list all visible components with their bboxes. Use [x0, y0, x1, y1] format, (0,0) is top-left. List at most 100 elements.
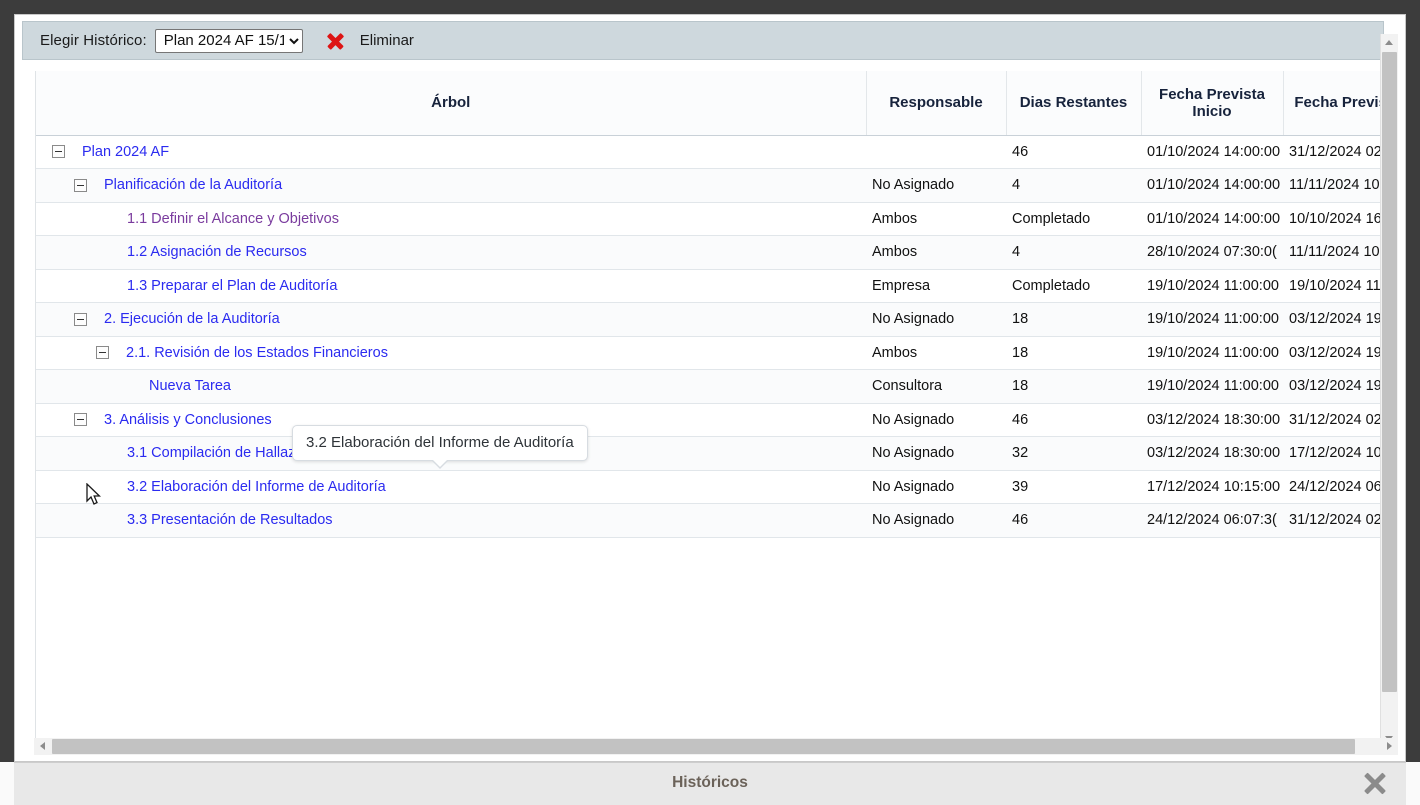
cell-arbol[interactable]: 2. Ejecución de la Auditoría — [36, 302, 866, 337]
table-row[interactable]: Nueva Tarea Consultora 18 19/10/2024 11:00:… — [36, 369, 1398, 404]
cell-fecha-prevista-fin[interactable]: 03/12/2024 19:30: — [1283, 369, 1398, 404]
cell-responsable[interactable]: Consultora — [866, 369, 1006, 404]
cell-arbol[interactable]: 1.3 Preparar el Plan de Auditoría — [36, 269, 866, 303]
tree-collapse-toggle-icon[interactable] — [52, 145, 65, 159]
cell-arbol[interactable]: Plan 2024 AF — [36, 135, 866, 169]
tree-node-label[interactable]: 1.3 Preparar el Plan de Auditoría — [127, 277, 338, 294]
cell-dias-restantes[interactable]: 4 — [1006, 168, 1141, 203]
scroll-right-arrow-icon[interactable] — [1381, 738, 1398, 755]
cell-responsable[interactable]: No Asignado — [866, 302, 1006, 337]
tree-node-label[interactable]: 3.3 Presentación de Resultados — [127, 512, 333, 529]
tree-node-label[interactable]: 2. Ejecución de la Auditoría — [104, 311, 280, 328]
tree-node-label[interactable]: 1.2 Asignación de Recursos — [127, 244, 307, 261]
cell-arbol[interactable]: 3.2 Elaboración del Informe de Auditoría — [36, 470, 866, 504]
table-row[interactable]: 1.2 Asignación de Recursos Ambos 4 28/10/20… — [36, 235, 1398, 270]
cell-arbol[interactable]: 1.2 Asignación de Recursos — [36, 235, 866, 270]
table-row[interactable]: Plan 2024 AF 46 01/10/2024 14:00:00 31/12/2… — [36, 135, 1398, 169]
tree-grid-viewport[interactable]: Árbol Responsable Dias Restantes Fecha P… — [35, 71, 1398, 746]
cell-arbol[interactable]: 3.3 Presentación de Resultados — [36, 503, 866, 538]
cell-responsable[interactable]: No Asignado — [866, 470, 1006, 504]
cell-dias-restantes[interactable]: 32 — [1006, 436, 1141, 471]
cell-dias-restantes[interactable]: 18 — [1006, 302, 1141, 337]
tree-collapse-toggle-icon[interactable] — [96, 346, 109, 360]
cell-responsable[interactable]: No Asignado — [866, 503, 1006, 538]
column-header-dias-restantes[interactable]: Dias Restantes — [1006, 71, 1142, 136]
cell-fecha-prevista-inicio[interactable]: 19/10/2024 11:00:00 — [1141, 302, 1283, 337]
cell-fecha-prevista-fin[interactable]: 10/10/2024 16:30: — [1283, 202, 1398, 236]
cell-responsable[interactable]: Ambos — [866, 336, 1006, 370]
cell-fecha-prevista-fin[interactable]: 31/12/2024 02:00: — [1283, 403, 1398, 437]
cell-dias-restantes[interactable]: 46 — [1006, 403, 1141, 437]
close-icon[interactable] — [1362, 771, 1388, 797]
cell-arbol[interactable]: Planificación de la Auditoría — [36, 168, 866, 203]
cell-fecha-prevista-inicio[interactable]: 19/10/2024 11:00:00 — [1141, 369, 1283, 404]
table-row[interactable]: 3.2 Elaboración del Informe de Auditoría… — [36, 470, 1398, 504]
historico-select[interactable]: Plan 2024 AF 15/11/ — [154, 28, 303, 53]
cell-fecha-prevista-inicio[interactable]: 17/12/2024 10:15:00 — [1141, 470, 1283, 504]
cell-arbol[interactable]: 1.1 Definir el Alcance y Objetivos — [36, 202, 866, 236]
vertical-scrollbar-thumb[interactable] — [1382, 52, 1397, 692]
table-row[interactable]: 3. Análisis y Conclusiones No Asignado 46 0… — [36, 403, 1398, 437]
cell-fecha-prevista-fin[interactable]: 03/12/2024 19:30: — [1283, 302, 1398, 337]
tree-node-label[interactable]: 3.2 Elaboración del Informe de Auditoría — [127, 478, 386, 495]
horizontal-scrollbar-thumb[interactable] — [52, 739, 1355, 754]
table-row[interactable]: Planificación de la Auditoría No Asignado… — [36, 168, 1398, 203]
table-row[interactable]: 1.1 Definir el Alcance y Objetivos Ambos C… — [36, 202, 1398, 236]
cell-fecha-prevista-inicio[interactable]: 19/10/2024 11:00:00 — [1141, 269, 1283, 303]
cell-fecha-prevista-inicio[interactable]: 03/12/2024 18:30:00 — [1141, 436, 1283, 471]
horizontal-scrollbar[interactable] — [34, 738, 1398, 755]
cell-fecha-prevista-inicio[interactable]: 01/10/2024 14:00:00 — [1141, 135, 1283, 169]
cell-fecha-prevista-fin[interactable]: 31/12/2024 02:00: — [1283, 503, 1398, 538]
cell-fecha-prevista-inicio[interactable]: 28/10/2024 07:30:0( — [1141, 235, 1283, 270]
column-header-fecha-prevista-inicio[interactable]: Fecha Prevista Inicio — [1141, 71, 1284, 136]
cell-fecha-prevista-fin[interactable]: 17/12/2024 10:15:0 — [1283, 436, 1398, 471]
tree-node-label[interactable]: Plan 2024 AF — [82, 143, 170, 160]
tree-collapse-toggle-icon[interactable] — [74, 413, 87, 427]
eliminar-label[interactable]: Eliminar — [359, 32, 414, 49]
tree-collapse-toggle-icon[interactable] — [74, 312, 87, 326]
tree-node-label[interactable]: 3.1 Compilación de Hallazgos — [127, 445, 319, 462]
cell-dias-restantes[interactable]: Completado — [1006, 269, 1141, 303]
cell-responsable[interactable]: No Asignado — [866, 436, 1006, 471]
cell-fecha-prevista-fin[interactable]: 19/10/2024 11:00:C — [1283, 269, 1398, 303]
cell-dias-restantes[interactable]: 4 — [1006, 235, 1141, 270]
cell-dias-restantes[interactable]: 18 — [1006, 336, 1141, 370]
cell-responsable[interactable]: Ambos — [866, 202, 1006, 236]
cell-fecha-prevista-inicio[interactable]: 01/10/2024 14:00:00 — [1141, 202, 1283, 236]
tree-node-label[interactable]: Nueva Tarea — [149, 378, 231, 395]
scroll-up-arrow-icon[interactable] — [1381, 34, 1398, 51]
cell-fecha-prevista-inicio[interactable]: 03/12/2024 18:30:00 — [1141, 403, 1283, 437]
column-header-responsable[interactable]: Responsable — [866, 71, 1007, 136]
cell-arbol[interactable]: Nueva Tarea — [36, 369, 866, 404]
cell-fecha-prevista-fin[interactable]: 11/11/2024 10:00:0 — [1283, 235, 1398, 270]
tree-node-label[interactable]: 3. Análisis y Conclusiones — [104, 411, 272, 428]
tree-node-label[interactable]: 2.1. Revisión de los Estados Financieros — [126, 344, 388, 361]
tree-node-label[interactable]: 1.1 Definir el Alcance y Objetivos — [127, 210, 339, 227]
delete-x-icon[interactable] — [325, 31, 345, 51]
cell-dias-restantes[interactable]: 39 — [1006, 470, 1141, 504]
cell-dias-restantes[interactable]: Completado — [1006, 202, 1141, 236]
cell-responsable[interactable]: Ambos — [866, 235, 1006, 270]
cell-responsable[interactable]: No Asignado — [866, 168, 1006, 203]
cell-fecha-prevista-fin[interactable]: 24/12/2024 06:07 — [1283, 470, 1398, 504]
cell-responsable[interactable]: Empresa — [866, 269, 1006, 303]
table-row[interactable]: 2. Ejecución de la Auditoría No Asignado 1… — [36, 302, 1398, 337]
cell-dias-restantes[interactable]: 46 — [1006, 503, 1141, 538]
cell-fecha-prevista-inicio[interactable]: 19/10/2024 11:00:00 — [1141, 336, 1283, 370]
table-row[interactable]: 3.1 Compilación de Hallazgos No Asignado 3… — [36, 436, 1398, 471]
tree-collapse-toggle-icon[interactable] — [74, 178, 87, 192]
table-row[interactable]: 1.3 Preparar el Plan de Auditoría Empresa… — [36, 269, 1398, 303]
cell-dias-restantes[interactable]: 46 — [1006, 135, 1141, 169]
scroll-left-arrow-icon[interactable] — [34, 738, 51, 755]
column-header-arbol[interactable]: Árbol — [36, 71, 867, 136]
cell-fecha-prevista-inicio[interactable]: 24/12/2024 06:07:3( — [1141, 503, 1283, 538]
cell-arbol[interactable]: 2.1. Revisión de los Estados Financieros — [36, 336, 866, 370]
cell-fecha-prevista-fin[interactable]: 03/12/2024 19:30: — [1283, 336, 1398, 370]
cell-responsable[interactable] — [866, 135, 1006, 169]
table-row[interactable]: 3.3 Presentación de Resultados No Asignad… — [36, 503, 1398, 538]
vertical-scrollbar[interactable] — [1380, 34, 1398, 747]
cell-fecha-prevista-fin[interactable]: 31/12/2024 02:00: — [1283, 135, 1398, 169]
column-header-fecha-prevista-fin[interactable]: Fecha Prevista F — [1283, 71, 1398, 136]
tree-node-label[interactable]: Planificación de la Auditoría — [104, 177, 283, 194]
cell-dias-restantes[interactable]: 18 — [1006, 369, 1141, 404]
